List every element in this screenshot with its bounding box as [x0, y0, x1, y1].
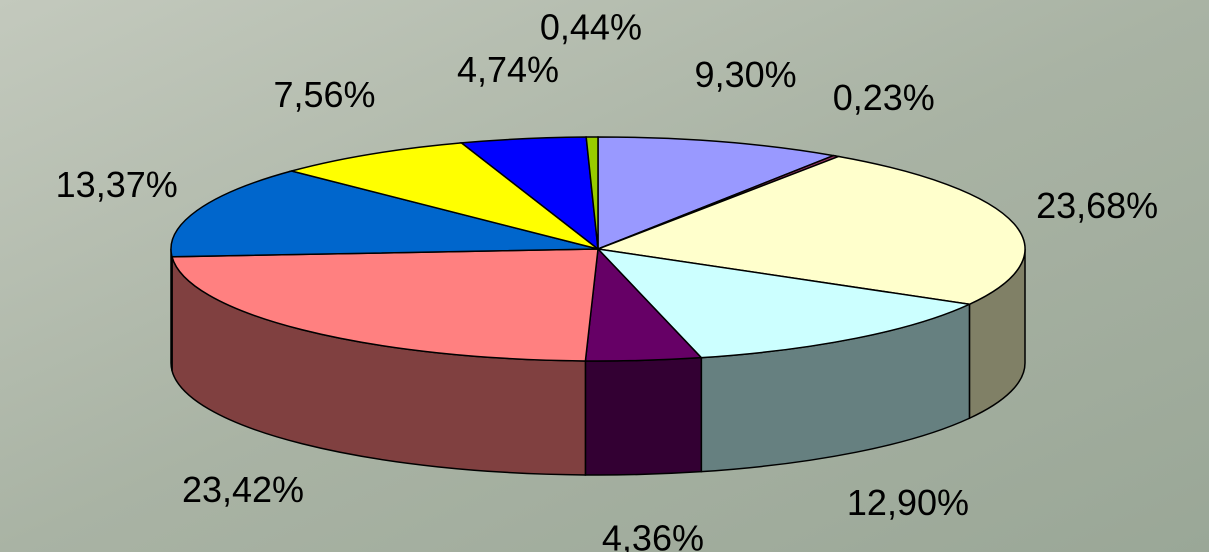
slice-side: [585, 358, 701, 475]
data-label: 9,30%: [695, 54, 797, 95]
data-label: 7,56%: [273, 74, 375, 115]
data-label: 12,90%: [847, 482, 969, 523]
data-label: 0,44%: [540, 6, 642, 47]
data-label: 4,74%: [457, 49, 559, 90]
data-label: 23,68%: [1036, 185, 1158, 226]
data-label: 23,42%: [182, 469, 304, 510]
data-label: 0,23%: [833, 77, 935, 118]
slice-side: [171, 249, 172, 371]
chart: 9,30% 0,23% 23,68% 12,90% 4,36% 23,42% 13,37% 7…: [0, 0, 1209, 552]
data-label: 13,37%: [56, 164, 178, 205]
data-label: 4,36%: [602, 518, 704, 552]
